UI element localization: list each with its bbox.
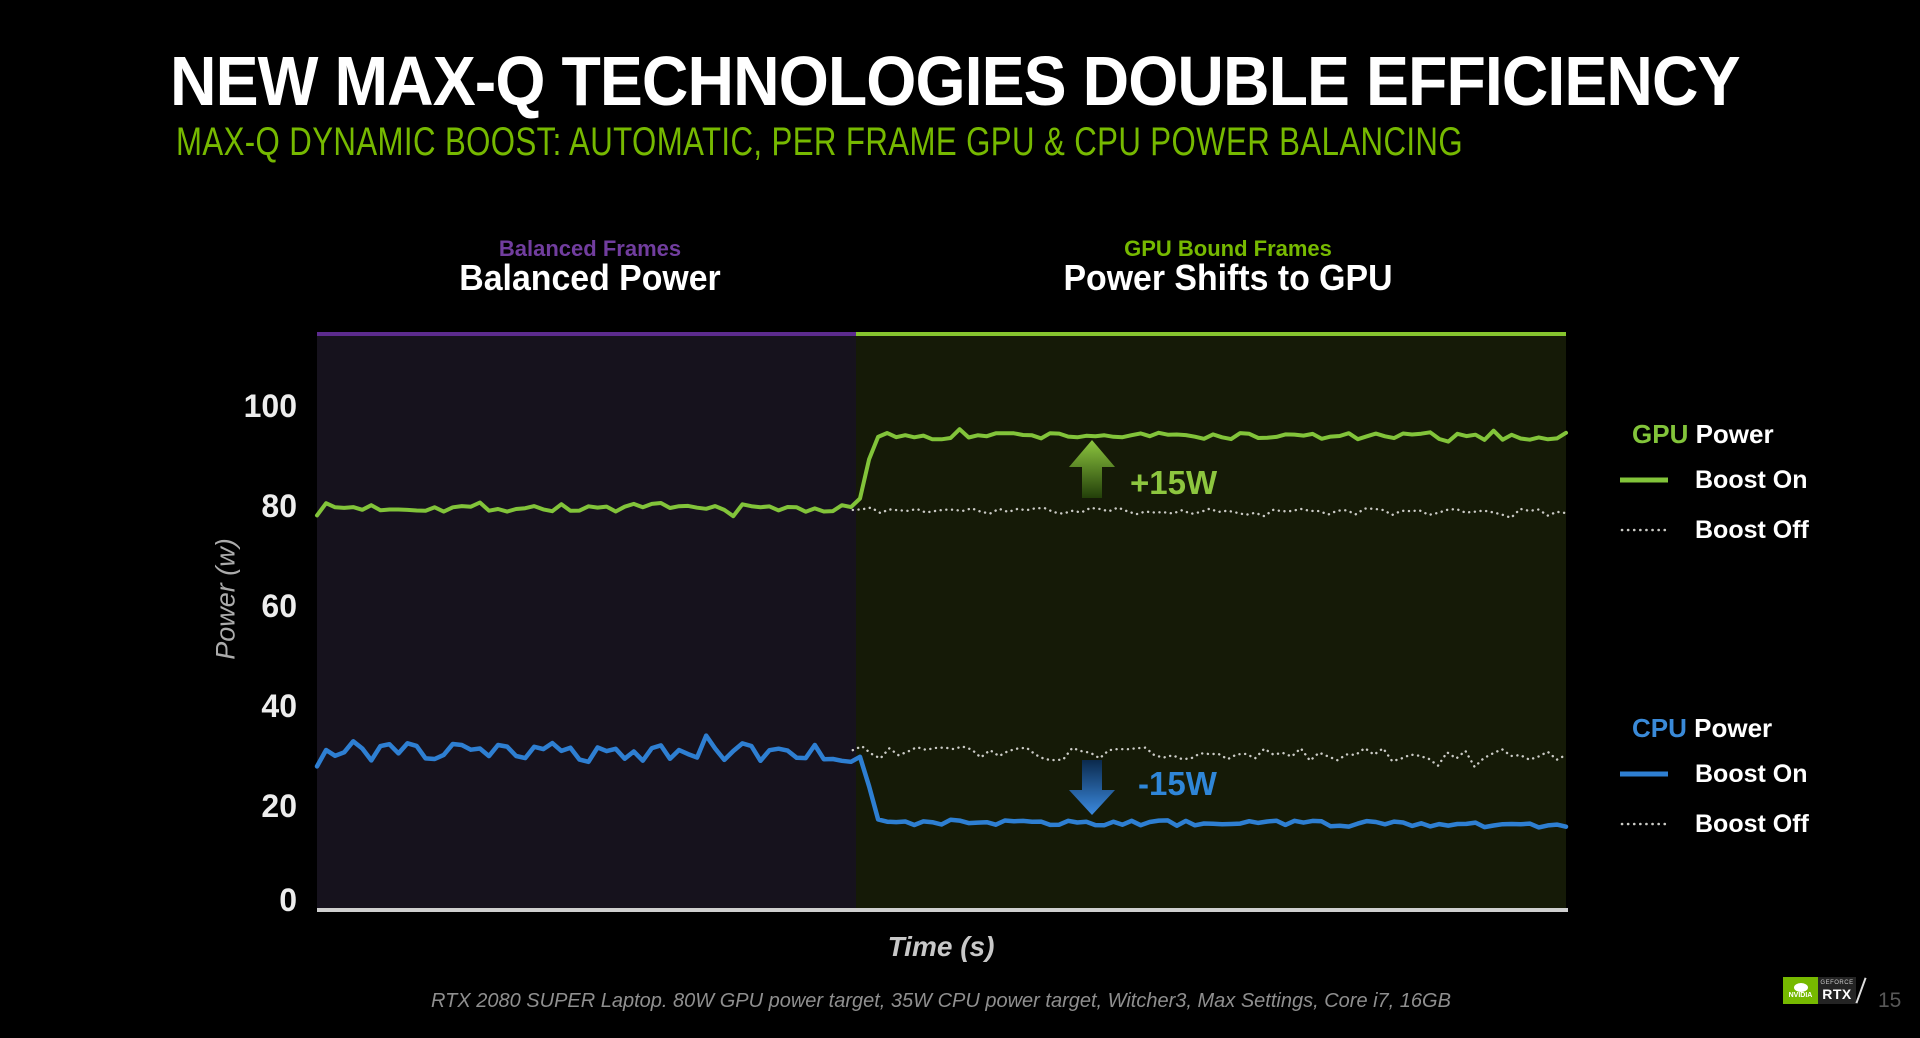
nvidia-wordmark: NVIDIA xyxy=(1788,991,1813,999)
y-axis-tick-0: 0 xyxy=(279,882,297,918)
y-axis-tick-40: 40 xyxy=(261,688,297,724)
rtx-label: RTX xyxy=(1822,985,1852,1002)
annotation-minus-15w: -15W xyxy=(1138,765,1217,802)
series-cpu-power-boost-on xyxy=(314,733,1569,830)
x-axis-line xyxy=(317,908,1568,912)
badge-slash-divider xyxy=(1855,977,1867,1004)
cpu-boost-off-line-icon xyxy=(1620,822,1668,826)
annotation-plus-15w: +15W xyxy=(1130,464,1218,501)
nvidia-logo: NVIDIA xyxy=(1783,977,1818,1004)
chart-plot-area xyxy=(314,332,1569,912)
minus-15w-arrow-icon xyxy=(1069,760,1115,815)
y-axis-tick-60: 60 xyxy=(261,588,297,624)
series-gpu-power-boost-off xyxy=(851,506,1568,520)
region-label-balanced-frames: Balanced Frames xyxy=(498,236,682,261)
legend-item-gpu-boost-off: Boost Off xyxy=(1620,505,1920,555)
nvidia-eye-icon xyxy=(1793,982,1808,992)
region-header-gpu-bound: GPU Bound Frames Power Shifts to GPU xyxy=(1053,236,1403,298)
nvidia-geforce-rtx-badge: NVIDIA GEFORCE RTX xyxy=(1783,977,1856,1004)
region-label-power-shifts: Power Shifts to GPU xyxy=(1063,257,1393,298)
plus-15w-arrow-icon xyxy=(1069,440,1115,498)
legend-item-cpu-boost-off: Boost Off xyxy=(1620,799,1920,849)
gpu-boost-off-line-icon xyxy=(1620,528,1668,532)
legend-item-gpu-boost-on: Boost On xyxy=(1620,455,1920,505)
chart-region-gpu-bound xyxy=(856,332,1566,910)
legend-gpu-title: GPU Power xyxy=(1632,417,1920,451)
legend-cpu-colored: CPU xyxy=(1632,713,1687,743)
page-number: 15 xyxy=(1878,989,1902,1012)
region-header-balanced: Balanced Frames Balanced Power xyxy=(451,236,729,298)
legend-label: Boost On xyxy=(1695,465,1808,494)
chart-region-balanced xyxy=(317,332,856,910)
legend-gpu-rest: Power xyxy=(1688,419,1774,449)
geforce-label: GEFORCE xyxy=(1820,979,1854,986)
gpu-boost-on-line-icon xyxy=(1620,477,1668,483)
chart-lines-svg xyxy=(314,427,1569,830)
geforce-rtx-box: GEFORCE RTX xyxy=(1818,977,1856,1004)
legend-label: Boost Off xyxy=(1695,809,1809,838)
y-axis-title: Power (w) xyxy=(210,538,241,660)
region-label-balanced-power: Balanced Power xyxy=(459,257,721,298)
legend-gpu-colored: GPU xyxy=(1632,419,1689,449)
y-axis-tick-20: 20 xyxy=(261,788,297,824)
legend-label: Boost On xyxy=(1695,759,1808,788)
series-gpu-power-boost-on xyxy=(315,427,1568,519)
y-axis-tick-80: 80 xyxy=(261,488,297,524)
legend-cpu-power: CPU Power Boost On Boost Off xyxy=(1620,711,1920,849)
legend-label: Boost Off xyxy=(1695,515,1809,544)
slide-subtitle: MAX-Q DYNAMIC BOOST: AUTOMATIC, PER FRAM… xyxy=(176,120,1464,164)
y-axis-tick-100: 100 xyxy=(243,388,297,424)
legend-item-cpu-boost-on: Boost On xyxy=(1620,749,1920,799)
slide-footnote: RTX 2080 SUPER Laptop. 80W GPU power tar… xyxy=(431,990,1451,1012)
x-axis-title: Time (s) xyxy=(887,931,995,962)
region-label-gpu-bound-frames: GPU Bound Frames xyxy=(1124,236,1332,261)
cpu-boost-on-line-icon xyxy=(1620,771,1668,777)
slide-title: NEW MAX-Q TECHNOLOGIES DOUBLE EFFICIENCY xyxy=(170,42,1741,120)
legend-cpu-title: CPU Power xyxy=(1632,711,1920,745)
legend-gpu-power: GPU Power Boost On Boost Off xyxy=(1620,417,1920,555)
series-cpu-power-boost-off xyxy=(851,744,1568,769)
legend-cpu-rest: Power xyxy=(1686,713,1773,743)
